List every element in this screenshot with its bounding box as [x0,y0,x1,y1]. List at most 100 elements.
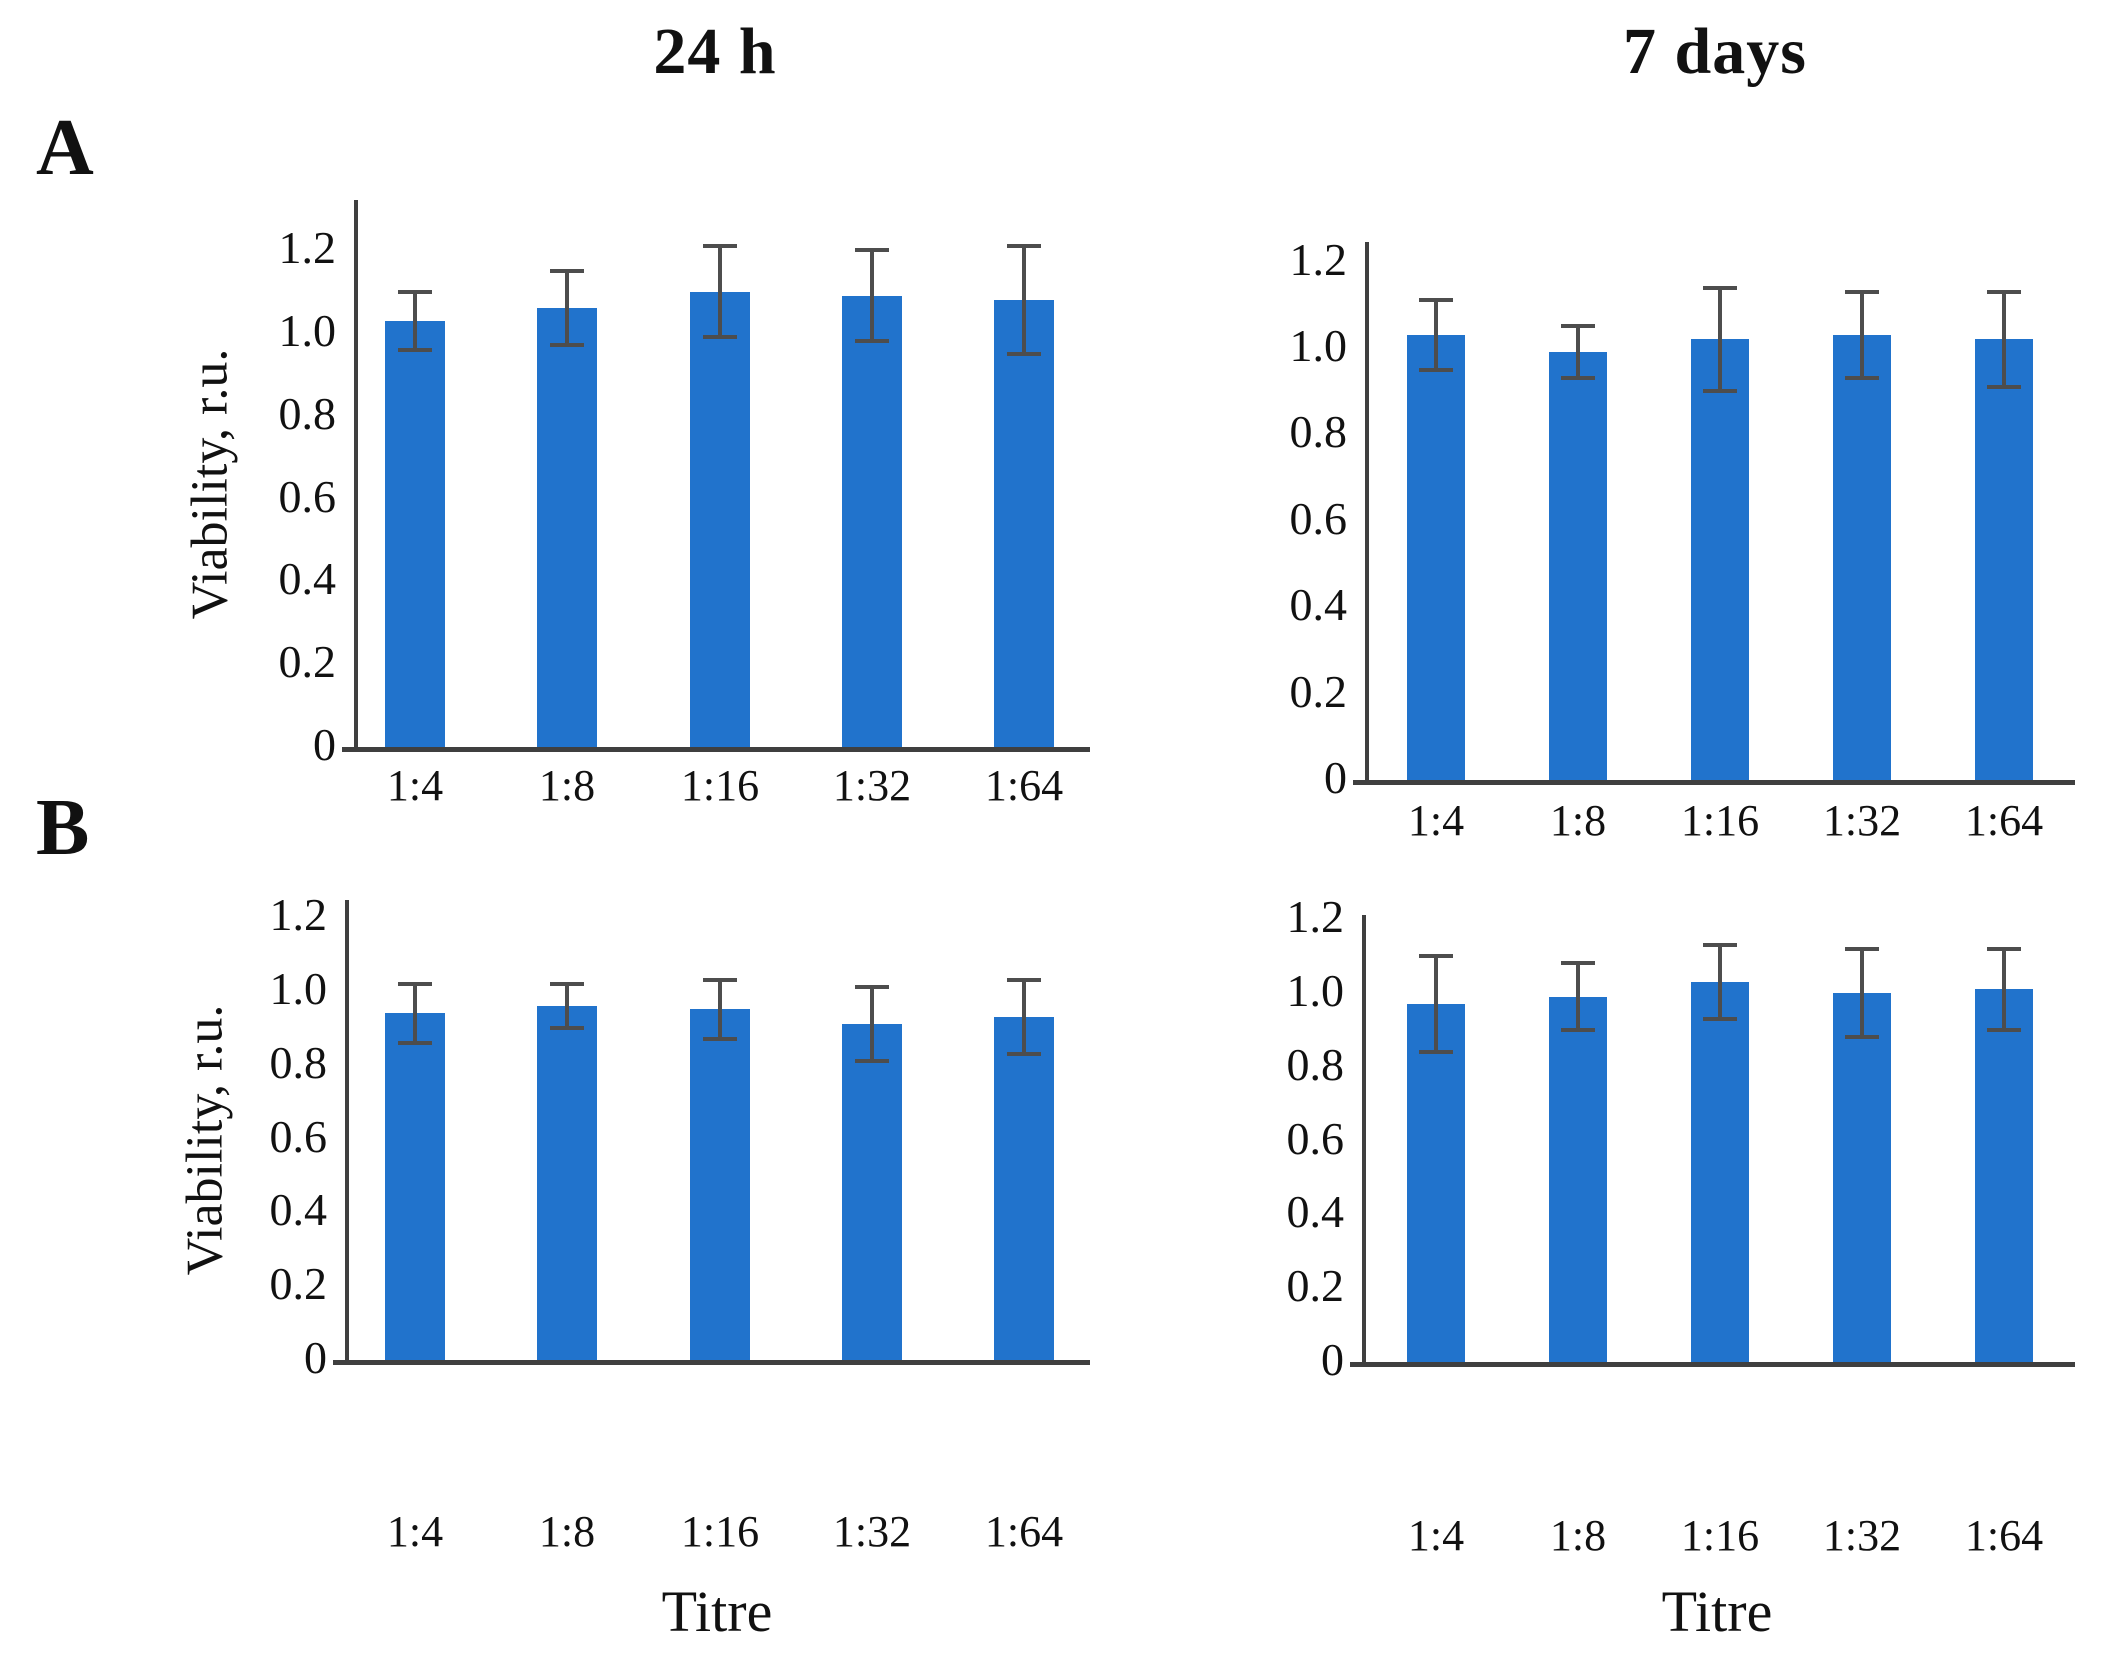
bar-1:8-panel-B-24h [537,1005,597,1360]
y-tick-label-0.6-panel-B-24h: 0.6 [269,1110,328,1162]
error-bar-1:64-panel-B-24h [1022,979,1026,1054]
y-tick-label-0.6-panel-B-7days: 0.6 [1286,1112,1345,1164]
error-bar-1:64-panel-A-24h [1022,246,1026,354]
y-axis-label-panel-A-24h: Viability, r.u. [181,348,239,619]
y-axis-label-panel-B-24h: Viability, r.u. [176,1004,234,1276]
error-cap-bottom-1:64-panel-B-24h [1007,1051,1041,1056]
column-title-7days: 7 days [1623,15,1807,88]
bar-1:64-panel-A-24h [994,299,1054,747]
y-axis-panel-A-7days [1365,242,1369,784]
error-bar-1:16-panel-A-24h [718,246,722,338]
column-title-24h: 24 h [653,15,777,88]
error-bar-1:4-panel-A-24h [413,291,417,350]
error-cap-bottom-1:16-panel-A-24h [703,335,737,340]
bar-1:64-panel-B-24h [994,1016,1054,1360]
error-cap-bottom-1:4-panel-A-24h [398,347,432,352]
y-tick-label-0-panel-A-7days: 0 [1324,752,1347,803]
y-tick-label-0.8-panel-A-7days: 0.8 [1289,406,1348,458]
y-tick-label-0.2-panel-B-24h: 0.2 [269,1258,328,1310]
x-axis-title-left: Titre [661,1579,773,1644]
x-tick-label-1:16-panel-B-24h: 1:16 [680,1507,760,1556]
y-tick-label-1.0-panel-A-7days: 1.0 [1289,320,1348,371]
x-tick-label-1:32-panel-B-24h: 1:32 [832,1507,912,1556]
bar-1:8-panel-A-24h [537,308,597,747]
y-tick-label-0.4-panel-B-7days: 0.4 [1286,1186,1345,1238]
x-tick-label-1:64-panel-B-24h: 1:64 [984,1507,1064,1556]
bar-1:4-panel-B-24h [385,1013,445,1360]
y-tick-label-0-panel-B-7days: 0 [1321,1334,1344,1385]
error-bar-1:16-panel-B-24h [718,979,722,1039]
error-cap-top-1:8-panel-B-24h [550,981,584,986]
y-tick-label-0-panel-A-24h: 0 [313,719,336,770]
y-tick-label-0-panel-B-24h: 0 [304,1332,327,1383]
bar-1:16-panel-A-24h [690,291,750,747]
x-tick-label-1:4-panel-B-24h: 1:4 [386,1507,444,1556]
y-tick-label-0.2-panel-A-7days: 0.2 [1289,665,1348,717]
bar-1:16-panel-B-24h [690,1009,750,1360]
x-axis-panel-A-24h [342,747,1090,752]
error-bar-1:4-panel-B-24h [413,983,417,1043]
x-axis-panel-A-7days [1353,780,2075,785]
y-tick-label-0.4-panel-B-24h: 0.4 [269,1184,328,1236]
error-cap-top-1:4-panel-B-24h [398,981,432,986]
bar-1:32-panel-A-24h [842,295,902,747]
y-tick-label-0.2-panel-A-24h: 0.2 [278,636,337,688]
x-axis-panel-B-24h [333,1360,1090,1365]
y-tick-label-0.8-panel-A-24h: 0.8 [278,387,337,439]
error-cap-top-1:16-panel-B-24h [703,977,737,982]
y-tick-label-1.2-panel-B-24h: 1.2 [269,889,328,941]
error-cap-bottom-1:4-panel-B-24h [398,1040,432,1045]
error-cap-bottom-1:16-panel-B-24h [703,1036,737,1041]
y-axis-panel-B-7days [1362,915,1366,1366]
error-cap-bottom-1:8-panel-B-24h [550,1025,584,1030]
y-tick-label-0.8-panel-B-7days: 0.8 [1286,1038,1345,1090]
x-tick-label-1:8-panel-B-24h: 1:8 [538,1507,596,1556]
error-cap-top-1:32-panel-A-24h [855,248,889,253]
error-cap-top-1:16-panel-A-24h [703,244,737,249]
x-tick-label-1:64-panel-A-24h: 1:64 [984,761,1064,810]
panel-label-a: A [36,104,94,192]
y-axis-panel-A-24h [354,200,358,751]
y-tick-label-0.6-panel-A-7days: 0.6 [1289,492,1348,544]
panel-label-b: B [36,784,90,872]
error-cap-bottom-1:32-panel-A-24h [855,339,889,344]
y-axis-panel-B-24h [345,900,349,1364]
error-cap-top-1:64-panel-B-24h [1007,977,1041,982]
x-tick-label-1:8-panel-A-24h: 1:8 [538,761,596,810]
error-cap-bottom-1:8-panel-A-24h [550,343,584,348]
error-cap-top-1:64-panel-A-24h [1007,244,1041,249]
y-tick-label-0.6-panel-A-24h: 0.6 [278,470,337,522]
error-bar-1:8-panel-A-24h [565,270,569,346]
